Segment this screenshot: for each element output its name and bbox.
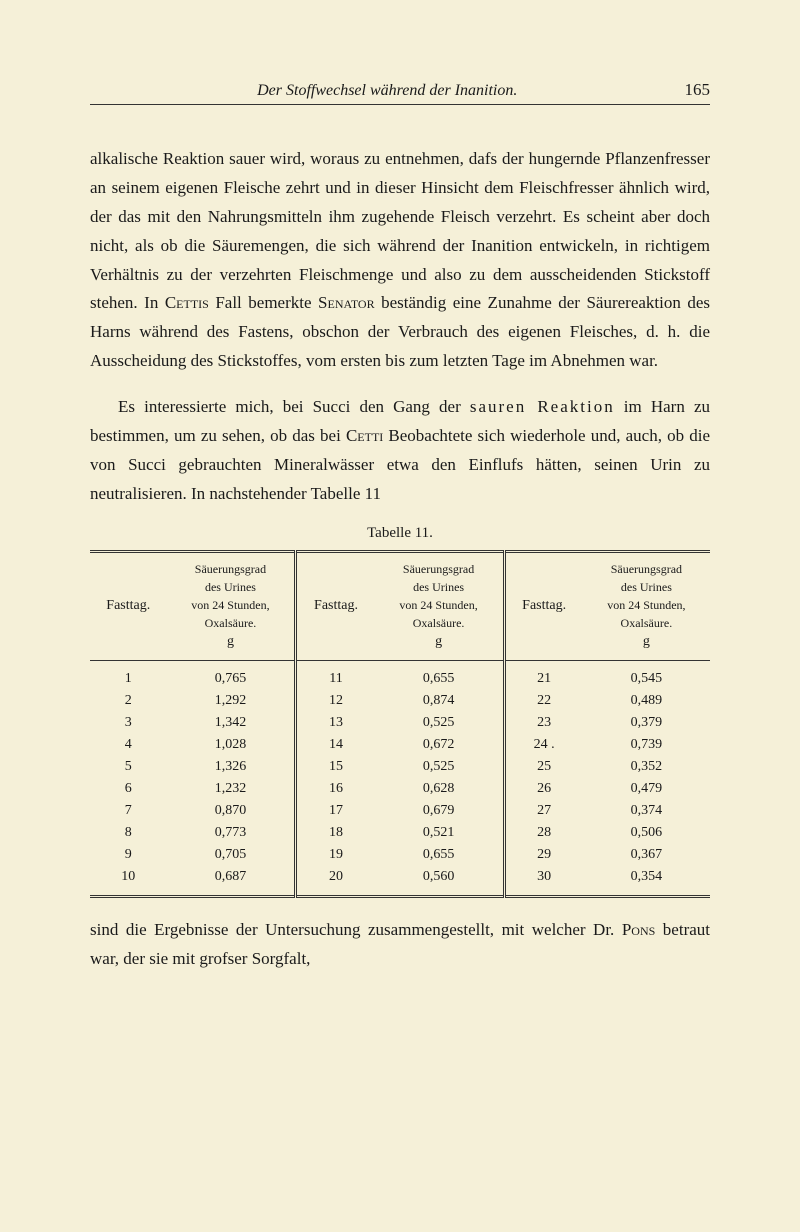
table-cell: 0,489 [583, 690, 710, 712]
table-cell: 19 [296, 844, 375, 866]
name-cettis: Cettis [165, 293, 209, 312]
table-cell: 0,672 [375, 734, 504, 756]
table-cell: 0,705 [167, 844, 296, 866]
table-row: 61,232160,628260,479 [90, 778, 710, 800]
page-header: Der Stoffwechsel während der Inanition. … [90, 80, 710, 105]
table-cell: 0,525 [375, 756, 504, 778]
table-row: 80,773180,521280,506 [90, 822, 710, 844]
table-cell: 2 [90, 690, 167, 712]
table-cell: 13 [296, 712, 375, 734]
table-row: 51,326150,525250,352 [90, 756, 710, 778]
table-cell: 24 . [504, 734, 583, 756]
table-caption: Tabelle 11. [90, 525, 710, 542]
table-cell: 16 [296, 778, 375, 800]
table-cell: 0,521 [375, 822, 504, 844]
table-cell: 0,687 [167, 866, 296, 897]
table-cell: 27 [504, 800, 583, 822]
table-cell: 12 [296, 690, 375, 712]
table-cell: 0,545 [583, 660, 710, 690]
col-header-grad-2: Säuerungsgrad des Urines von 24 Stunden,… [375, 551, 504, 660]
table-cell: 17 [296, 800, 375, 822]
table-cell: 23 [504, 712, 583, 734]
table-cell: 0,679 [375, 800, 504, 822]
table-cell: 8 [90, 822, 167, 844]
table-cell: 3 [90, 712, 167, 734]
col-header-fasttag-2: Fasttag. [296, 551, 375, 660]
table-cell: 9 [90, 844, 167, 866]
table-cell: 21 [504, 660, 583, 690]
table-cell: 1,232 [167, 778, 296, 800]
table-cell: 0,655 [375, 844, 504, 866]
table-cell: 0,367 [583, 844, 710, 866]
table-cell: 7 [90, 800, 167, 822]
table-cell: 5 [90, 756, 167, 778]
table-cell: 15 [296, 756, 375, 778]
table-cell: 28 [504, 822, 583, 844]
closing-paragraph: sind die Ergebnisse der Untersuchung zus… [90, 916, 710, 974]
table-cell: 1,326 [167, 756, 296, 778]
table-cell: 0,506 [583, 822, 710, 844]
table-cell: 18 [296, 822, 375, 844]
table-cell: 0,354 [583, 866, 710, 897]
name-cetti: Cetti [346, 426, 383, 445]
table-cell: 0,525 [375, 712, 504, 734]
table-cell: 26 [504, 778, 583, 800]
col-header-grad-3: Säuerungsgrad des Urines von 24 Stunden,… [583, 551, 710, 660]
table-row: 100,687200,560300,354 [90, 866, 710, 897]
paragraph-1: alkalische Reaktion sauer wird, woraus z… [90, 145, 710, 376]
table-cell: 0,870 [167, 800, 296, 822]
table-row: 90,705190,655290,367 [90, 844, 710, 866]
table-cell: 11 [296, 660, 375, 690]
table-cell: 0,739 [583, 734, 710, 756]
table-cell: 29 [504, 844, 583, 866]
table-cell: 30 [504, 866, 583, 897]
name-pons: Pons [622, 920, 655, 939]
table-row: 10,765110,655210,545 [90, 660, 710, 690]
emph-sauren: sauren Reaktion [470, 397, 615, 416]
table-cell: 6 [90, 778, 167, 800]
table-cell: 10 [90, 866, 167, 897]
table-cell: 1,292 [167, 690, 296, 712]
table-cell: 0,374 [583, 800, 710, 822]
table-cell: 0,655 [375, 660, 504, 690]
table-cell: 0,765 [167, 660, 296, 690]
paragraph-2: Es interessierte mich, bei Succi den Gan… [90, 393, 710, 509]
col-header-grad-1: Säuerungsgrad des Urines von 24 Stunden,… [167, 551, 296, 660]
table-cell: 1,028 [167, 734, 296, 756]
table-cell: 0,352 [583, 756, 710, 778]
table-cell: 22 [504, 690, 583, 712]
table-cell: 14 [296, 734, 375, 756]
table-row: 41,028140,67224 .0,739 [90, 734, 710, 756]
col-header-fasttag-1: Fasttag. [90, 551, 167, 660]
name-senator: Senator [318, 293, 375, 312]
table-cell: 0,874 [375, 690, 504, 712]
table-row: 70,870170,679270,374 [90, 800, 710, 822]
table-cell: 0,628 [375, 778, 504, 800]
table-cell: 0,773 [167, 822, 296, 844]
table-cell: 0,379 [583, 712, 710, 734]
header-title: Der Stoffwechsel während der Inanition. [90, 82, 685, 100]
table-cell: 0,560 [375, 866, 504, 897]
table-cell: 1 [90, 660, 167, 690]
data-table: Fasttag. Säuerungsgrad des Urines von 24… [90, 550, 710, 898]
table-cell: 20 [296, 866, 375, 897]
col-header-fasttag-3: Fasttag. [504, 551, 583, 660]
table-row: 21,292120,874220,489 [90, 690, 710, 712]
table-cell: 0,479 [583, 778, 710, 800]
table-row: 31,342130,525230,379 [90, 712, 710, 734]
table-cell: 25 [504, 756, 583, 778]
page-number: 165 [685, 80, 711, 100]
table-cell: 4 [90, 734, 167, 756]
table-cell: 1,342 [167, 712, 296, 734]
